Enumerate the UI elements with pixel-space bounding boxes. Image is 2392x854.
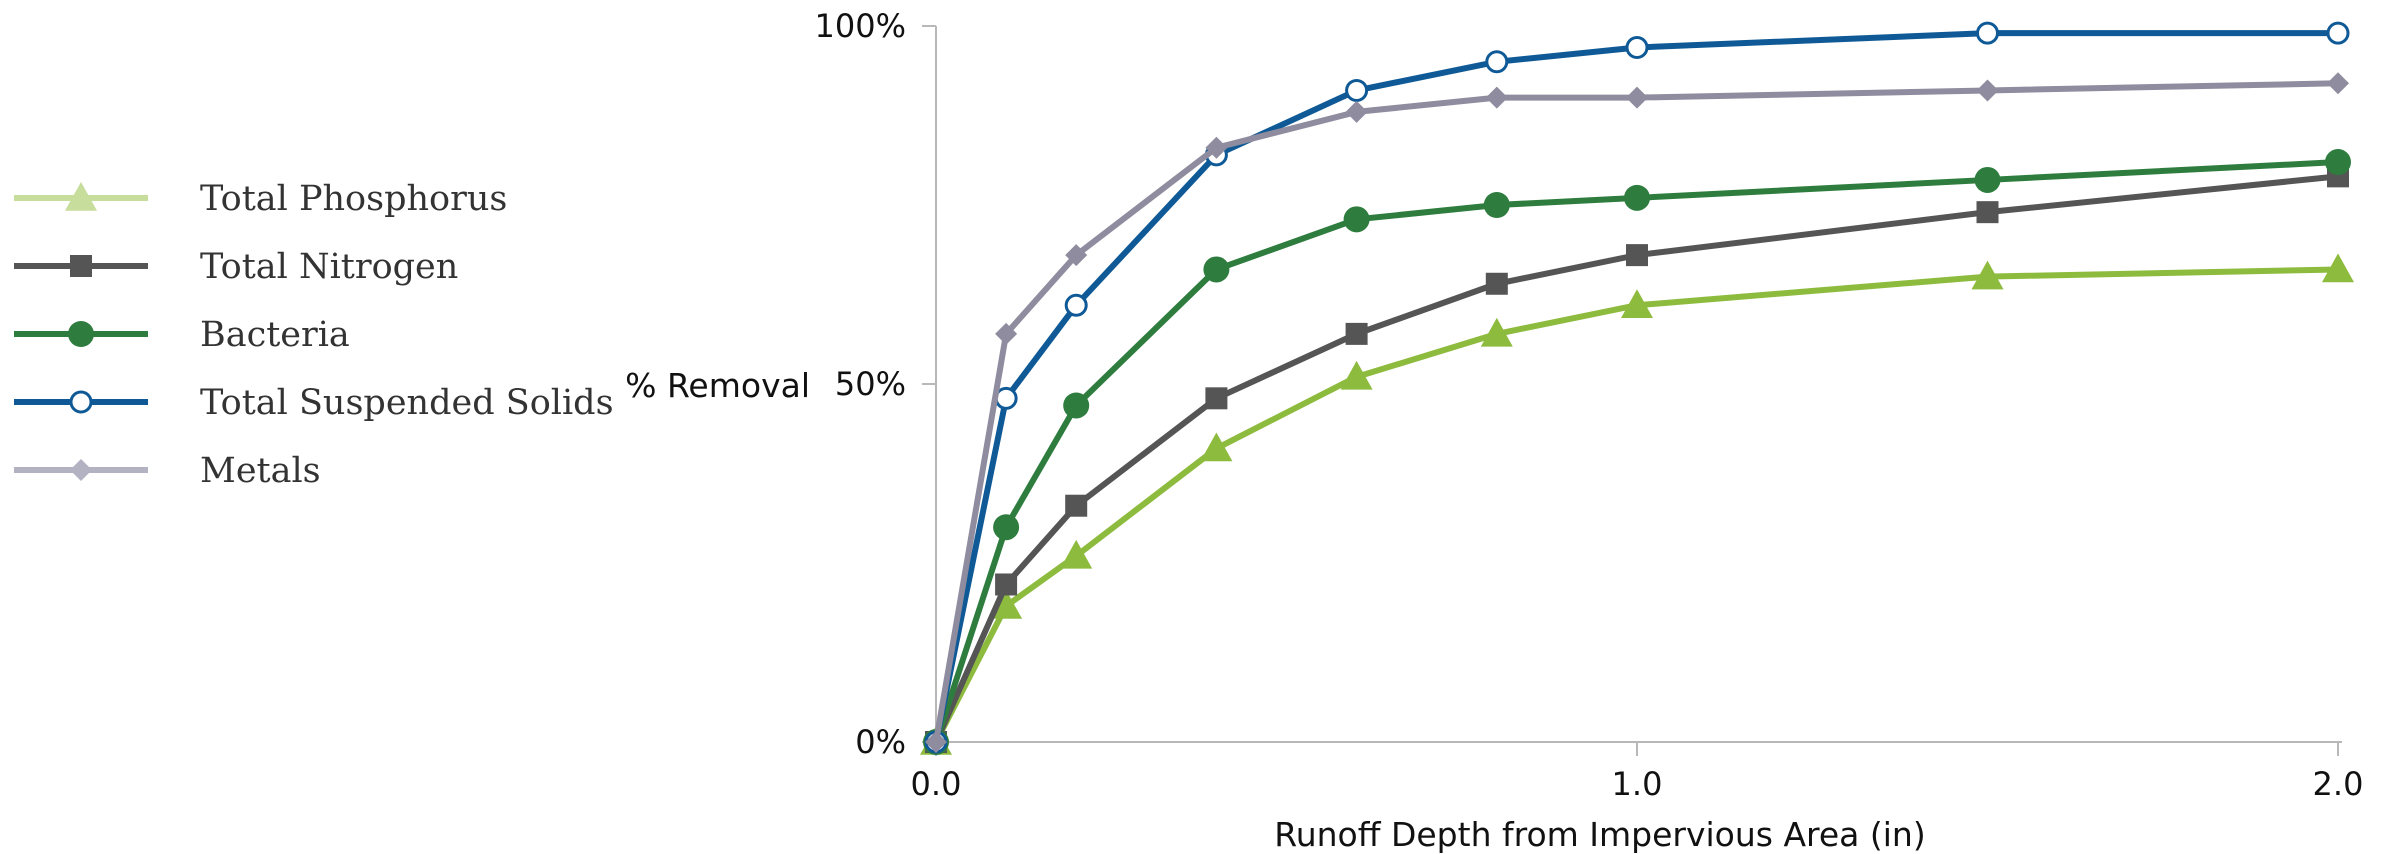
- data-point: [1060, 539, 1093, 569]
- y-tick-label: 50%: [835, 365, 906, 403]
- data-point: [1205, 387, 1228, 410]
- x-tick-label: 0.0: [911, 765, 962, 803]
- legend-item: Total Nitrogen: [14, 247, 458, 287]
- legend-label: Total Phosphorus: [200, 179, 507, 219]
- legend-marker: [70, 255, 92, 277]
- data-point: [1065, 244, 1088, 267]
- data-point: [1976, 201, 1999, 224]
- chart-series: [920, 21, 2354, 755]
- legend-item: Total Phosphorus: [14, 179, 507, 219]
- x-tick-label: 1.0: [1612, 765, 1663, 803]
- y-tick-label: 0%: [855, 723, 906, 761]
- data-point: [1976, 21, 1999, 45]
- data-point: [990, 589, 1023, 619]
- legend-label: Total Nitrogen: [200, 247, 458, 287]
- data-point: [1340, 360, 1373, 390]
- series-line: [933, 30, 2338, 743]
- series-total-phosphorus: [920, 253, 2354, 755]
- legend-item: Total Suspended Solids: [14, 383, 614, 423]
- data-point: [1625, 35, 1649, 59]
- data-point: [1626, 244, 1648, 267]
- chart-axes: 0% 50% 100% 0.0 1.0 2.0: [815, 7, 2364, 803]
- legend-item: Metals: [14, 451, 321, 491]
- data-point: [1621, 289, 1653, 319]
- data-point: [1200, 432, 1233, 462]
- data-point: [1064, 293, 1088, 317]
- legend-marker: [65, 182, 97, 211]
- data-point: [1485, 86, 1508, 109]
- data-point: [995, 573, 1018, 596]
- data-point: [925, 731, 947, 753]
- data-point: [1480, 317, 1513, 347]
- data-point: [1343, 206, 1370, 233]
- series-metals: [925, 72, 2349, 753]
- data-point: [1203, 256, 1230, 283]
- y-tick-label: 100%: [815, 7, 906, 45]
- x-axis-title: Runoff Depth from Impervious Area (in): [1274, 815, 1925, 854]
- data-point: [1063, 392, 1090, 419]
- data-point: [1065, 494, 1088, 517]
- data-point: [995, 322, 1018, 345]
- legend-marker: [68, 321, 94, 347]
- data-point: [1485, 272, 1508, 295]
- legend-item: Bacteria: [14, 315, 350, 355]
- data-point: [1483, 192, 1510, 218]
- data-point: [1626, 86, 1648, 109]
- chart-legend: Total Phosphorus Total Nitrogen Bacteria To…: [14, 179, 614, 491]
- data-point: [1971, 260, 2004, 290]
- data-point: [1345, 78, 1369, 102]
- legend-marker: [69, 390, 93, 414]
- data-point: [1974, 166, 2001, 193]
- legend-marker: [70, 459, 92, 481]
- data-point: [2326, 21, 2350, 45]
- data-point: [1624, 184, 1650, 211]
- x-tick-label: 2.0: [2313, 765, 2364, 803]
- legend-label: Metals: [200, 451, 321, 491]
- data-point: [2327, 72, 2349, 95]
- series-total-suspended-solids: [924, 21, 2350, 754]
- legend-label: Bacteria: [200, 315, 350, 355]
- data-point: [1345, 322, 1368, 345]
- data-point: [2322, 253, 2354, 283]
- series-line: [933, 80, 2339, 743]
- y-axis-title: % Removal: [625, 366, 810, 405]
- legend-label: Total Suspended Solids: [200, 383, 614, 423]
- data-point: [1205, 136, 1228, 159]
- data-point: [1976, 79, 1999, 102]
- data-point: [1485, 50, 1509, 74]
- data-point: [2325, 149, 2351, 176]
- data-point: [1345, 100, 1368, 123]
- series-total-nitrogen: [925, 165, 2349, 753]
- data-point: [993, 514, 1020, 541]
